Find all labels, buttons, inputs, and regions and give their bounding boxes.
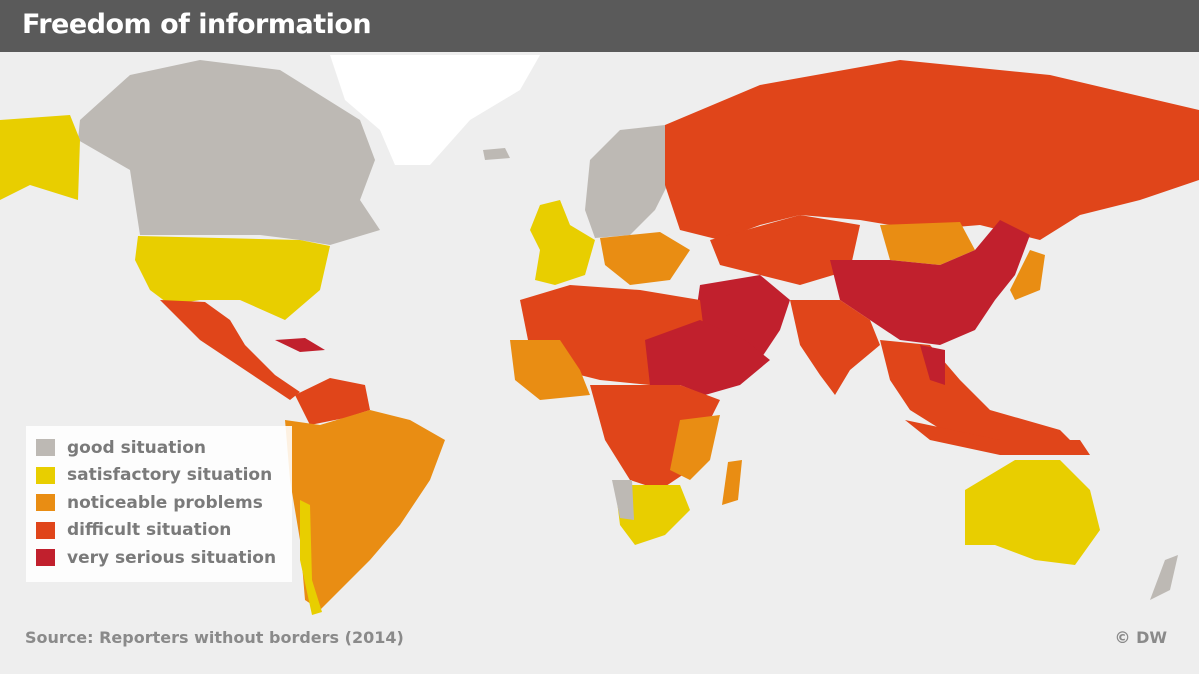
region-australia — [965, 460, 1100, 565]
region-iceland — [483, 148, 510, 160]
legend-item-good: good situation — [36, 434, 282, 462]
region-canada — [78, 60, 380, 245]
region-new-zealand — [1150, 555, 1178, 600]
region-eastern-europe — [600, 232, 690, 285]
region-madagascar — [722, 460, 742, 505]
region-india — [790, 300, 880, 395]
legend-item-satisfactory: satisfactory situation — [36, 462, 282, 490]
region-south-america — [285, 410, 445, 610]
legend-label: good situation — [67, 437, 206, 458]
legend-label: satisfactory situation — [67, 465, 273, 486]
legend-swatch — [36, 466, 55, 484]
region-southern-africa — [615, 485, 690, 545]
legend-label: noticeable problems — [67, 492, 263, 513]
region-cuba — [275, 338, 325, 352]
source-note: Source: Reporters without borders (2014) — [25, 628, 404, 647]
map-title: Freedom of information — [22, 9, 372, 40]
legend-item-difficult: difficult situation — [36, 517, 282, 545]
legend-swatch — [36, 521, 55, 539]
legend-label: difficult situation — [67, 520, 232, 541]
copyright-note: © DW — [1114, 628, 1168, 647]
region-vietnam — [920, 345, 945, 385]
legend-swatch — [36, 549, 55, 567]
region-central-asia — [710, 215, 860, 285]
region-indonesia — [905, 420, 1090, 455]
region-mongolia — [880, 222, 975, 265]
region-west-africa — [510, 340, 590, 400]
map-legend: good situation satisfactory situation no… — [26, 426, 292, 582]
region-east-africa — [670, 415, 720, 480]
legend-swatch — [36, 494, 55, 512]
world-map — [0, 52, 1199, 674]
region-usa — [135, 236, 330, 320]
region-northern-europe — [585, 125, 670, 238]
legend-item-noticeable: noticeable problems — [36, 489, 282, 517]
region-greenland — [330, 55, 540, 165]
legend-swatch — [36, 439, 55, 457]
region-japan — [1010, 250, 1045, 300]
region-north-south-america — [295, 378, 370, 425]
title-bar: Freedom of information — [0, 0, 1199, 52]
region-western-europe — [530, 200, 595, 285]
region-russia — [665, 60, 1199, 240]
legend-item-very-serious: very serious situation — [36, 544, 282, 572]
legend-label: very serious situation — [67, 547, 277, 568]
region-alaska — [0, 115, 80, 200]
region-sudan-arabia — [645, 320, 770, 395]
region-chile — [300, 500, 322, 615]
region-china — [830, 220, 1030, 345]
region-namibia — [612, 480, 634, 520]
region-mexico — [160, 300, 300, 400]
